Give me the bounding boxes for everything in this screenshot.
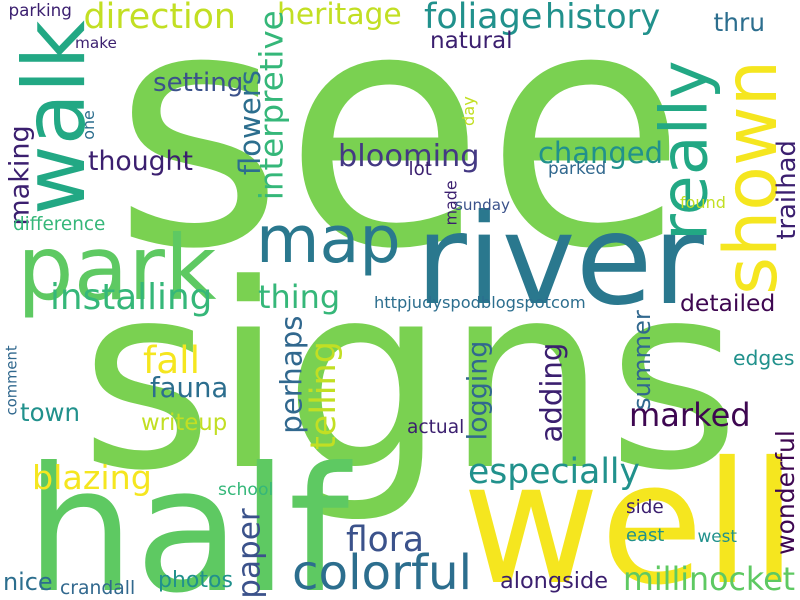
word-comment: comment bbox=[3, 344, 21, 415]
word-blazing: blazing bbox=[32, 457, 152, 497]
word-map: map bbox=[256, 202, 401, 278]
word-thing: thing bbox=[258, 278, 341, 316]
word-writeup: writeup bbox=[141, 409, 228, 436]
word-logging: logging bbox=[462, 340, 494, 440]
word-httpjudyspodblogspotcom: httpjudyspodblogspotcom bbox=[374, 293, 586, 312]
word-found: found bbox=[680, 193, 726, 212]
word-school: school bbox=[218, 479, 274, 500]
word-foliage: foliage bbox=[424, 0, 543, 37]
word-thought: thought bbox=[88, 145, 193, 177]
word-thru: thru bbox=[713, 7, 765, 37]
word-installing: installing bbox=[50, 277, 213, 318]
word-detailed: detailed bbox=[680, 288, 776, 317]
word-millinocket: millinocket bbox=[623, 561, 796, 598]
word-see: see bbox=[113, 0, 687, 321]
word-day: day bbox=[458, 96, 478, 126]
word-interpretive: interpretive bbox=[252, 10, 291, 201]
word-history: history bbox=[545, 0, 661, 36]
word-colorful: colorful bbox=[292, 545, 473, 600]
word-fall: fall bbox=[143, 338, 201, 382]
word-wonderful: wonderful bbox=[770, 430, 800, 555]
word-east: east bbox=[626, 525, 665, 546]
word-heritage: heritage bbox=[277, 0, 402, 32]
word-alongside: alongside bbox=[500, 568, 608, 594]
word-marked: marked bbox=[629, 396, 751, 434]
word-flora: flora bbox=[346, 520, 424, 560]
word-parking: parking bbox=[8, 0, 72, 20]
word-setting: setting bbox=[153, 68, 244, 98]
word-nice: nice bbox=[3, 568, 53, 596]
word-west: west bbox=[697, 525, 737, 546]
word-one: one bbox=[78, 110, 98, 140]
word-signs: signs bbox=[80, 229, 741, 527]
word-parked: parked bbox=[548, 157, 607, 178]
word-town: town bbox=[20, 398, 81, 427]
word-make: make bbox=[75, 33, 117, 52]
word-park: park bbox=[17, 217, 217, 321]
word-lot: lot bbox=[408, 159, 432, 180]
word-natural: natural bbox=[430, 27, 513, 54]
word-paper: paper bbox=[231, 507, 268, 599]
word-half: half bbox=[25, 429, 350, 600]
word-side: side bbox=[626, 497, 664, 518]
word-blooming: blooming bbox=[338, 138, 480, 174]
word-photos: photos bbox=[158, 568, 233, 593]
word-fauna: fauna bbox=[150, 372, 229, 404]
word-perhaps: perhaps bbox=[274, 315, 309, 434]
word-adding: adding bbox=[534, 342, 569, 442]
word-summer: summer bbox=[627, 310, 656, 411]
word-changed: changed bbox=[538, 135, 663, 170]
word-especially: especially bbox=[468, 452, 640, 492]
word-making: making bbox=[4, 124, 36, 226]
word-sunday: sunday bbox=[455, 195, 510, 214]
word-difference: difference bbox=[13, 214, 106, 235]
word-direction: direction bbox=[83, 0, 237, 37]
word-actual: actual bbox=[407, 416, 465, 438]
word-well: well bbox=[462, 425, 798, 600]
word-edges: edges bbox=[733, 346, 795, 370]
word-trailhad: trailhad bbox=[771, 140, 800, 240]
word-telling: telling bbox=[303, 340, 344, 450]
word-crandall: crandall bbox=[60, 577, 136, 599]
word-river: river bbox=[415, 187, 704, 333]
